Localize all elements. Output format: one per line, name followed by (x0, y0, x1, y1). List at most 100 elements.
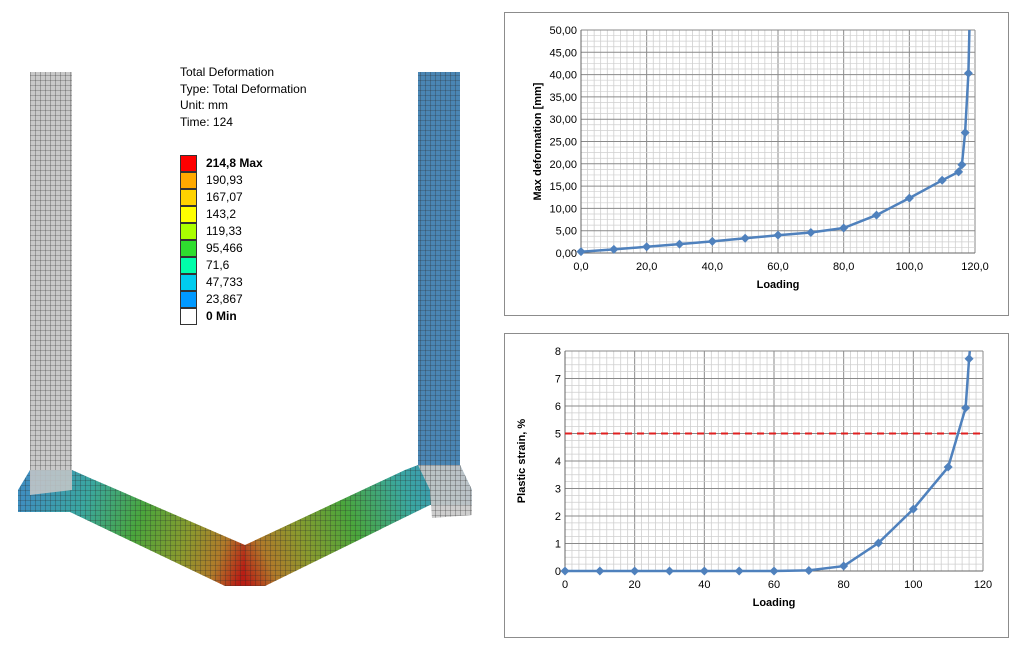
x-axis-title: Loading (757, 279, 800, 291)
max-deformation-chart-svg: 0,00 5,00 10,00 15,00 20,00 25,00 30,00 35,00 40… (532, 25, 989, 291)
y-tick-label: 0,00 (556, 248, 577, 260)
data-point (560, 566, 570, 576)
x-axis-title: Loading (753, 597, 796, 609)
x-tick-label: 40 (698, 579, 710, 591)
fea-header-line: Total Deformation (180, 65, 275, 79)
data-point (576, 247, 586, 257)
x-tick-label: 20 (629, 579, 641, 591)
chart-plastic-strain: 0 1 2 3 4 5 6 7 8 0 20 40 60 80 100 120 Loading Plastic s… (504, 333, 1009, 638)
y-tick-label: 8 (555, 346, 561, 358)
y-axis-title: Plastic strain, % (516, 419, 528, 504)
data-point (595, 566, 605, 576)
data-point (740, 233, 750, 243)
fea-legend-header: Total Deformation Type: Total Deformation… (180, 64, 307, 130)
legend-swatch (180, 274, 197, 291)
x-tick-label: 0,0 (573, 261, 588, 273)
x-tick-label: 0 (562, 579, 568, 591)
legend-label: 0 Min (206, 309, 237, 323)
fea-header-line: Unit: mm (180, 98, 228, 112)
y-tick-label: 7 (555, 374, 561, 386)
mesh-left-column (30, 72, 72, 470)
data-point (943, 462, 953, 472)
data-point (964, 354, 974, 364)
y-tick-label: 30,00 (549, 114, 577, 126)
y-tick-label: 5,00 (556, 226, 577, 238)
legend-swatch (180, 223, 197, 240)
fea-header-line: Type: Total Deformation (180, 81, 307, 96)
legend-swatch (180, 257, 197, 274)
data-point (806, 227, 816, 237)
data-point (839, 223, 849, 233)
data-point (665, 566, 674, 576)
legend-label: 71,6 (206, 258, 230, 272)
data-point (957, 160, 967, 170)
y-tick-label: 20,00 (549, 159, 577, 171)
x-tick-label: 100 (904, 579, 922, 591)
x-tick-label: 40,0 (702, 261, 723, 273)
x-tick-label: 60 (768, 579, 780, 591)
data-point (769, 566, 779, 576)
data-point (961, 403, 971, 413)
x-tick-label: 20,0 (636, 261, 657, 273)
mesh-right-arm (245, 465, 472, 586)
y-tick-label: 25,00 (549, 137, 577, 149)
legend-label: 190,93 (206, 173, 243, 187)
data-point (954, 167, 964, 177)
y-tick-label: 5 (555, 429, 561, 441)
y-tick-label: 15,00 (549, 181, 577, 193)
data-point (937, 175, 947, 185)
y-tick-label: 45,00 (549, 47, 577, 59)
x-tick-label: 100,0 (896, 261, 924, 273)
y-tick-label: 2 (555, 511, 561, 523)
data-point (609, 244, 619, 254)
legend-swatch (180, 206, 197, 223)
chart-max-deformation: 0,00 5,00 10,00 15,00 20,00 25,00 30,00 35,00 40… (504, 12, 1009, 316)
x-tick-label: 120,0 (961, 261, 989, 273)
data-point (804, 565, 814, 575)
legend-swatch (180, 308, 197, 325)
y-tick-label: 3 (555, 484, 561, 496)
legend-label: 47,733 (206, 275, 243, 289)
legend-swatch (180, 189, 197, 206)
fea-header-line: Time: 124 (180, 114, 233, 129)
data-point (960, 128, 970, 138)
y-tick-label: 4 (555, 456, 561, 468)
legend-label: 167,07 (206, 190, 243, 204)
data-point (839, 561, 849, 571)
y-tick-label: 0 (555, 566, 561, 578)
data-point (908, 504, 918, 514)
data-point (904, 193, 914, 203)
data-point (963, 68, 973, 78)
legend-label: 214,8 Max (206, 156, 263, 170)
y-axis-title: Max deformation [mm] (532, 82, 544, 200)
x-tick-label: 80,0 (833, 261, 854, 273)
fea-deformation-plot (18, 72, 472, 586)
x-tick-label: 120 (974, 579, 992, 591)
data-point (734, 566, 744, 576)
data-point (874, 538, 883, 548)
data-point (630, 566, 640, 576)
legend-swatch (180, 291, 197, 308)
y-tick-label: 6 (555, 401, 561, 413)
legend-label: 119,33 (206, 224, 242, 238)
mesh-left-arm (18, 470, 245, 586)
y-tick-label: 10,00 (549, 203, 577, 215)
legend-swatch (180, 155, 197, 172)
x-tick-label: 60,0 (767, 261, 788, 273)
data-point (675, 239, 684, 249)
legend-swatch (180, 240, 197, 257)
y-tick-label: 35,00 (549, 92, 577, 104)
data-point (699, 566, 709, 576)
data-point (642, 242, 652, 252)
data-point (872, 210, 881, 220)
legend-swatch (180, 172, 197, 189)
data-point (773, 230, 783, 240)
legend-label: 23,867 (206, 292, 243, 306)
x-tick-label: 80 (838, 579, 850, 591)
data-point (707, 236, 717, 246)
y-tick-label: 40,00 (549, 70, 577, 82)
legend-label: 143,2 (206, 207, 237, 221)
y-tick-label: 50,00 (549, 25, 577, 37)
y-tick-label: 1 (555, 539, 561, 551)
